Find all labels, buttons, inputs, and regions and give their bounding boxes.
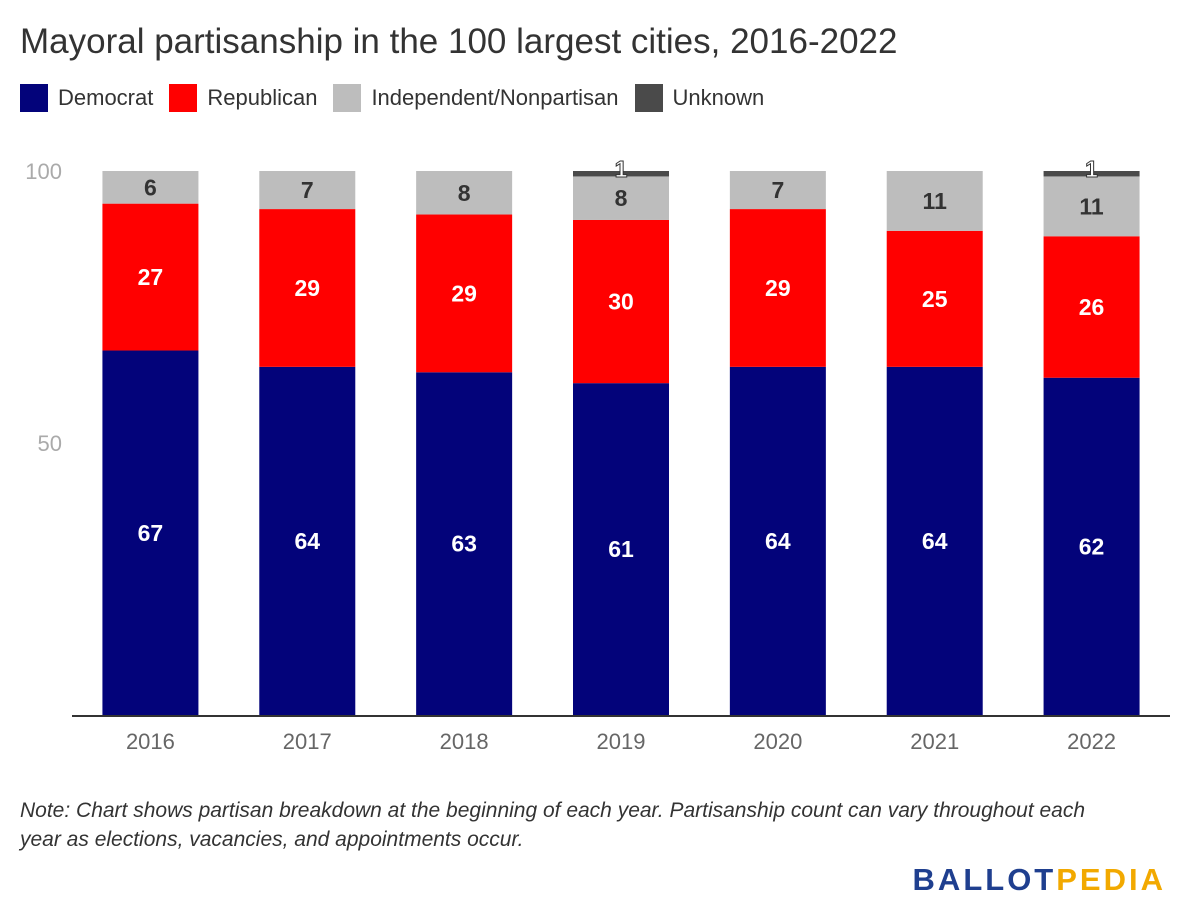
legend-item-republican: Republican [169,84,317,112]
legend-swatch-republican [169,84,198,112]
data-label-unknown-2019: 1 [615,156,628,182]
data-label-independent-nonpartisan-2022: 11 [1079,193,1104,219]
legend: Democrat Republican Independent/Nonparti… [20,84,780,112]
bar-republican-2020 [729,209,826,367]
data-label-unknown-2022: 1 [1085,156,1098,182]
legend-item-independent: Independent/Nonpartisan [333,84,619,112]
y-tick-label-100: 100 [25,159,62,184]
data-label-democrat-2016: 67 [138,520,164,546]
logo-part-pedia: PEDIA [1056,862,1166,897]
stacked-bar-chart: 50 100 67 27 6 2016 64 29 7 2017 63 29 8 2018 61 30 8 1 20… [25,156,1170,754]
data-label-democrat-2018: 63 [451,531,477,557]
data-label-republican-2017: 29 [294,275,320,301]
data-label-republican-2018: 29 [451,280,477,306]
bar-unknown-2019 [573,171,669,177]
bar-independent-nonpartisan-2019 [573,176,669,220]
bar-republican-2016 [102,203,199,351]
data-label-independent-nonpartisan-2019: 8 [615,185,628,211]
legend-item-democrat: Democrat [20,84,153,112]
logo-part-ballot: BALLOT [912,862,1057,897]
x-tick-label-2017: 2017 [283,729,332,754]
x-tick-label-2019: 2019 [597,729,646,754]
bar-democrat-2016 [102,350,199,715]
data-label-republican-2016: 27 [138,264,164,290]
data-label-republican-2021: 25 [922,286,948,312]
bar-democrat-2018 [416,372,513,715]
data-label-democrat-2022: 62 [1079,533,1105,559]
data-label-republican-2022: 26 [1079,294,1105,320]
bar-republican-2021 [886,230,983,367]
bar-democrat-2017 [259,366,356,715]
bar-republican-2017 [259,209,356,367]
data-label-independent-nonpartisan-2021: 11 [923,188,948,214]
y-tick-label-50: 50 [38,431,62,456]
data-label-democrat-2019: 61 [608,536,634,562]
data-label-democrat-2021: 64 [922,528,948,554]
bar-independent-nonpartisan-2021 [886,171,983,231]
x-tick-label-2016: 2016 [126,729,175,754]
bar-democrat-2020 [729,366,826,715]
legend-swatch-democrat [20,84,48,112]
legend-item-unknown: Unknown [634,84,765,112]
legend-label-unknown: Unknown [672,85,765,110]
data-label-independent-nonpartisan-2020: 7 [771,177,784,203]
bar-independent-nonpartisan-2022 [1043,176,1140,237]
bar-unknown-2022 [1043,171,1140,177]
data-label-republican-2019: 30 [608,289,634,315]
data-label-independent-nonpartisan-2018: 8 [458,180,471,206]
legend-swatch-independent [333,84,362,112]
bar-republican-2022 [1043,236,1140,378]
bar-independent-nonpartisan-2020 [729,171,826,210]
bar-independent-nonpartisan-2016 [102,171,199,204]
bar-independent-nonpartisan-2018 [416,171,513,215]
data-label-democrat-2017: 64 [294,528,320,554]
data-label-democrat-2020: 64 [765,528,791,554]
legend-label-independent: Independent/Nonpartisan [371,85,619,110]
ballotpedia-logo: BALLOTPEDIA [913,862,1166,898]
x-tick-label-2020: 2020 [753,729,802,754]
legend-label-democrat: Democrat [58,85,154,110]
data-label-independent-nonpartisan-2017: 7 [301,177,314,203]
bar-democrat-2021 [886,366,983,715]
legend-label-republican: Republican [207,85,318,110]
chart-title: Mayoral partisanship in the 100 largest … [20,22,898,61]
chart-note: Note: Chart shows partisan breakdown at … [20,799,1086,851]
bar-democrat-2019 [573,383,669,715]
legend-swatch-unknown [634,84,663,112]
x-tick-label-2018: 2018 [440,729,489,754]
bar-independent-nonpartisan-2017 [259,171,356,210]
bar-republican-2018 [416,214,513,373]
bar-republican-2019 [573,219,669,384]
x-tick-label-2021: 2021 [910,729,959,754]
data-label-independent-nonpartisan-2016: 6 [144,174,157,200]
data-label-republican-2020: 29 [765,275,791,301]
x-tick-label-2022: 2022 [1067,729,1116,754]
bar-democrat-2022 [1043,377,1140,715]
